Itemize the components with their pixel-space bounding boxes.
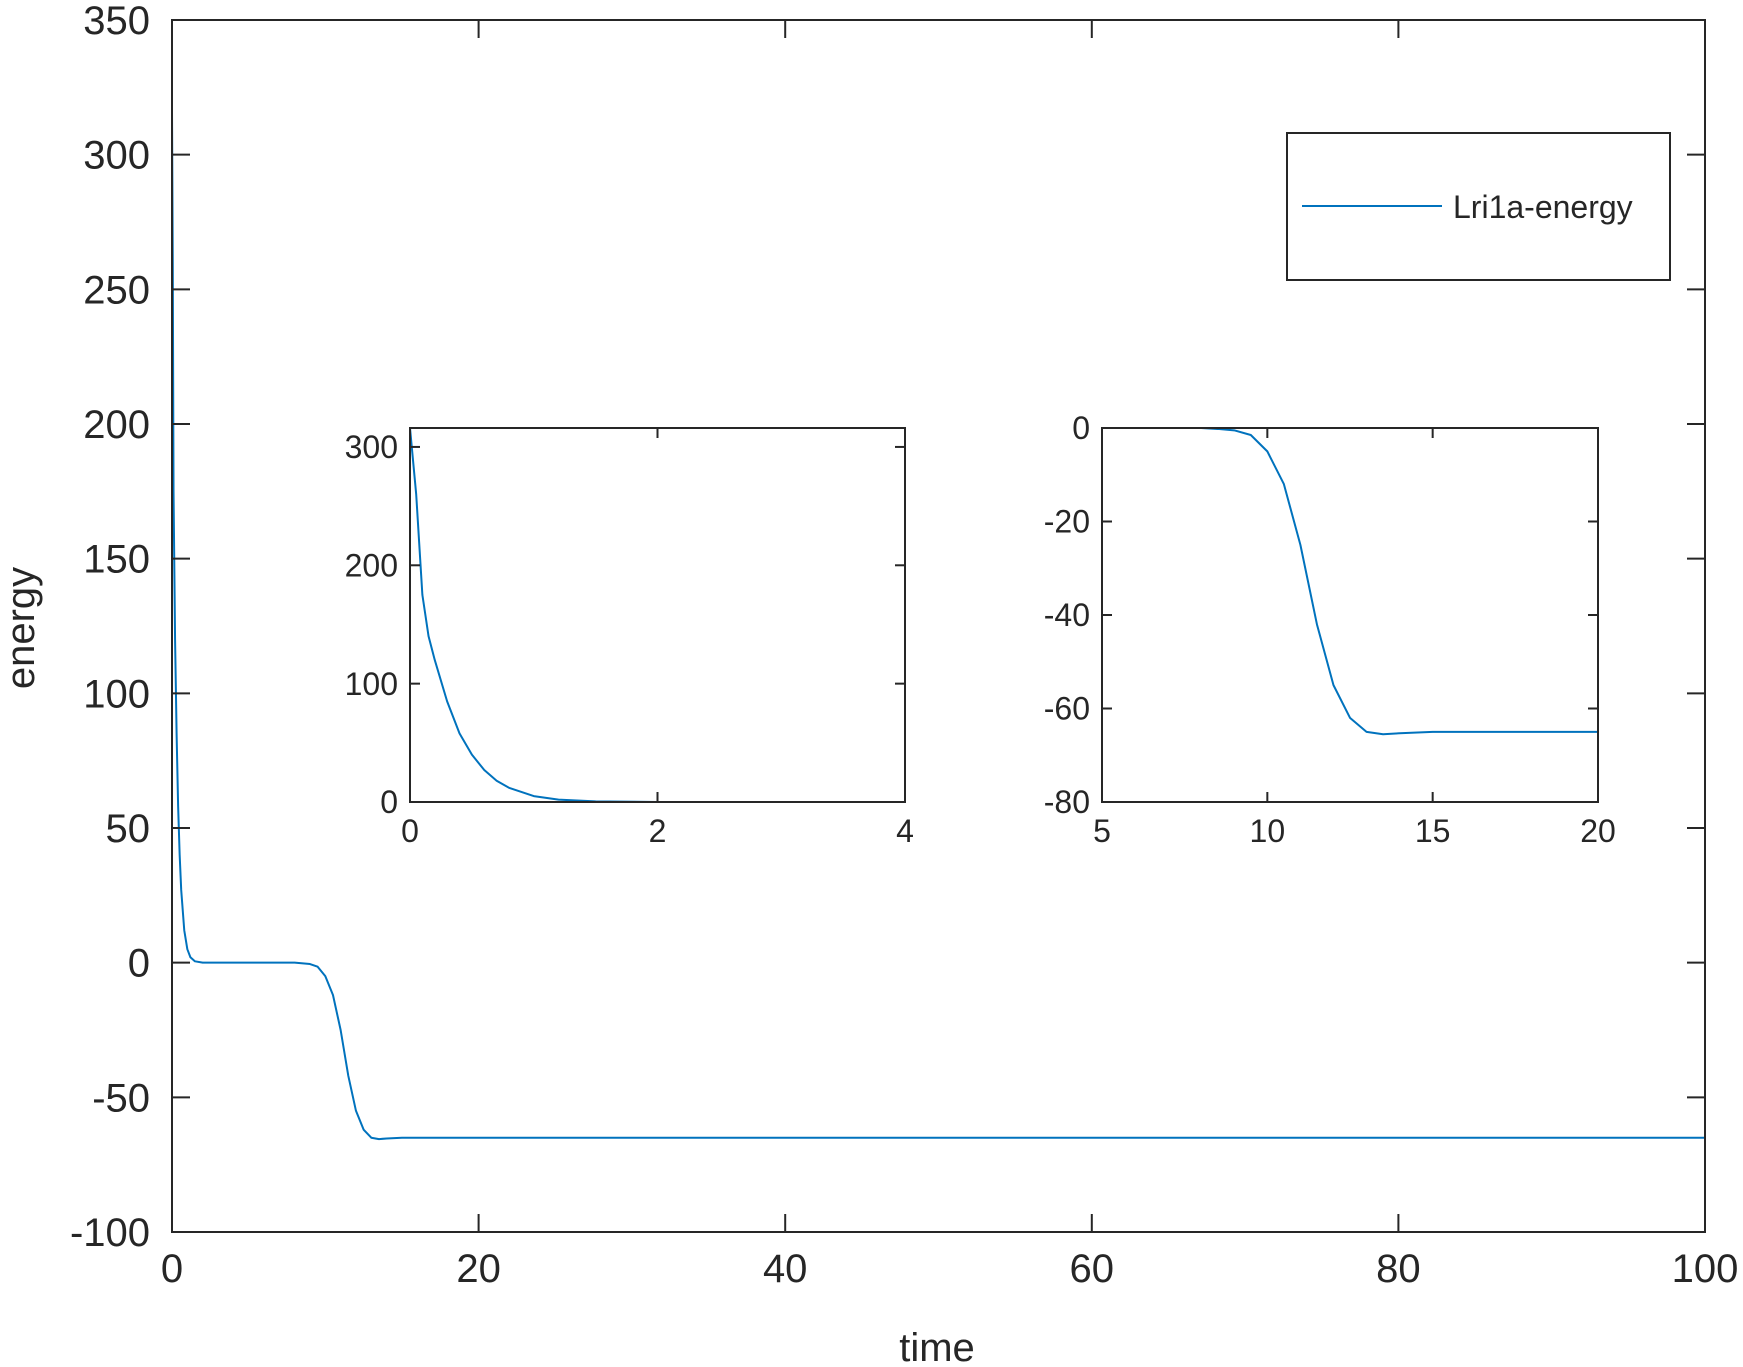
y-tick-label: -50 bbox=[92, 1076, 150, 1120]
axes-box bbox=[171, 19, 1706, 1233]
y-tick-label: 150 bbox=[83, 538, 150, 582]
x-tick-label: 0 bbox=[401, 813, 419, 849]
inset-right-plot: 5 10 15 20 -80 -60 -40 -20 0 bbox=[1044, 410, 1616, 849]
y-tick-label: 350 bbox=[83, 0, 150, 43]
series-line-1 bbox=[172, 111, 1705, 1141]
x-tick-label: 40 bbox=[763, 1247, 808, 1291]
x-tick-label: 10 bbox=[1250, 813, 1286, 849]
y-tick-label: 0 bbox=[1072, 410, 1090, 446]
x-tick-label: 4 bbox=[896, 813, 914, 849]
y-tick-label: 0 bbox=[380, 784, 398, 820]
y-tick-label: -20 bbox=[1044, 504, 1090, 540]
x-tick-label: 0 bbox=[161, 1247, 183, 1291]
x-tick-label: 15 bbox=[1415, 813, 1451, 849]
x-tick-label: 60 bbox=[1070, 1247, 1115, 1291]
y-tick-label: 300 bbox=[345, 429, 398, 465]
y-tick-label: 100 bbox=[345, 666, 398, 702]
y-tick-label: -100 bbox=[70, 1211, 150, 1255]
x-tick-label: 2 bbox=[649, 813, 667, 849]
x-tick-label: 5 bbox=[1093, 813, 1111, 849]
legend-entry-label: Lri1a-energy bbox=[1453, 189, 1633, 225]
y-tick-label: -80 bbox=[1044, 784, 1090, 820]
legend: Lri1a-energy bbox=[1286, 132, 1671, 281]
y-tick-label: 0 bbox=[128, 942, 150, 986]
y-tick-label: 250 bbox=[83, 268, 150, 312]
y-tick-label: 100 bbox=[83, 672, 150, 716]
x-axis-label: time bbox=[899, 1326, 975, 1367]
x-tick-label: 80 bbox=[1376, 1247, 1421, 1291]
x-tick-label: 20 bbox=[1580, 813, 1616, 849]
y-tick-label: -60 bbox=[1044, 691, 1090, 727]
series-line-1 bbox=[1102, 428, 1598, 736]
y-axis-label: energy bbox=[0, 567, 43, 689]
inset-left-plot: 0 2 4 0 100 200 300 bbox=[345, 427, 914, 849]
x-tick-label: 20 bbox=[456, 1247, 501, 1291]
y-tick-label: -40 bbox=[1044, 597, 1090, 633]
y-tick-label: 300 bbox=[83, 134, 150, 178]
y-tick-label: 50 bbox=[106, 807, 151, 851]
x-tick-label: 100 bbox=[1672, 1247, 1739, 1291]
y-tick-label: 200 bbox=[345, 547, 398, 583]
y-tick-label: 200 bbox=[83, 403, 150, 447]
